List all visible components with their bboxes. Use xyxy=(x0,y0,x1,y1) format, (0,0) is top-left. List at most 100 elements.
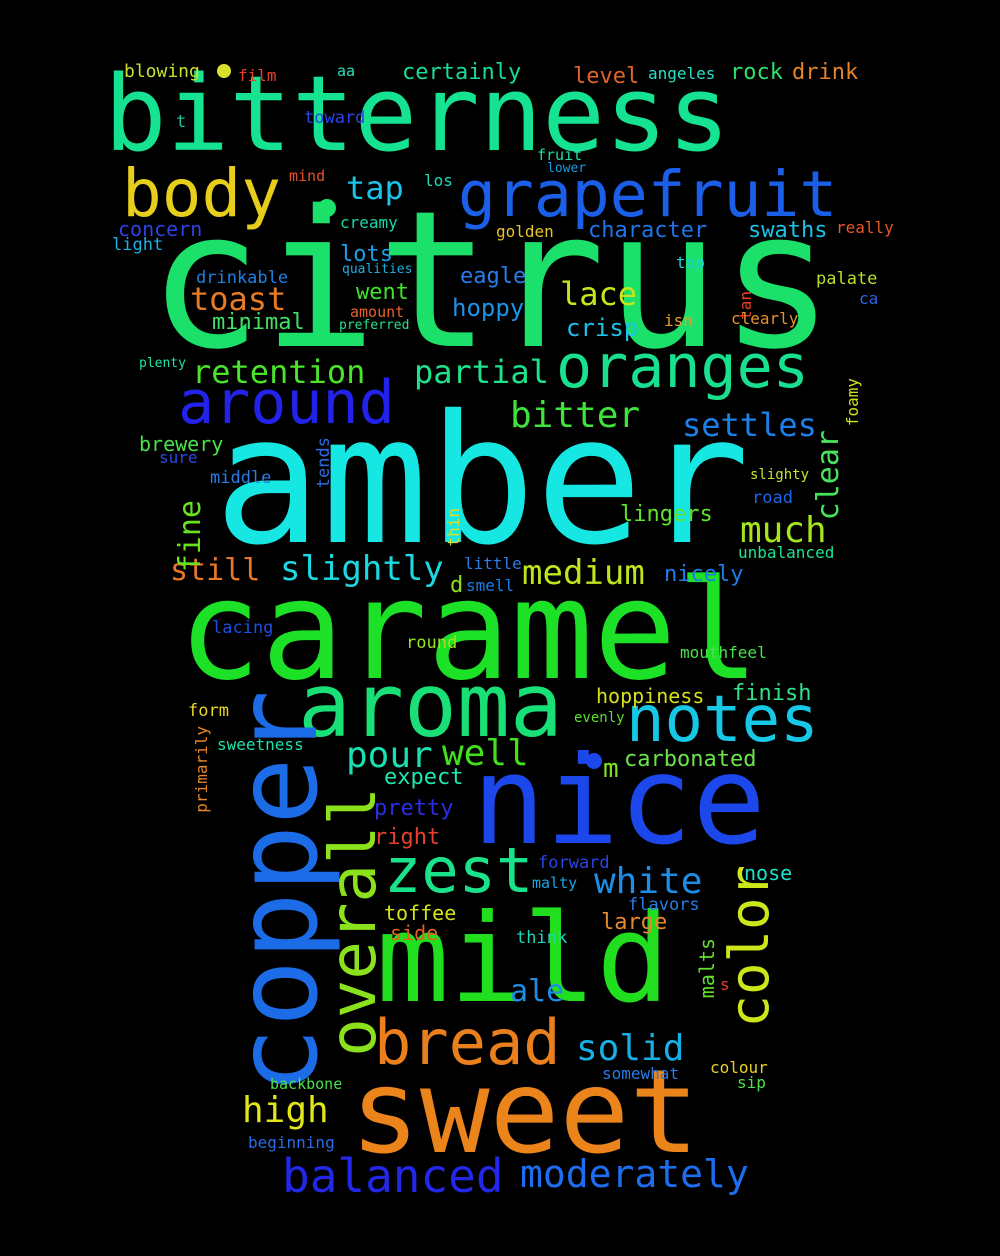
dot-mark xyxy=(217,64,231,78)
cloud-word-little: little xyxy=(464,554,522,573)
cloud-word-palate: palate xyxy=(816,269,878,289)
cloud-word-beginning: beginning xyxy=(248,1133,335,1152)
cloud-word-aroma: aroma xyxy=(298,654,563,757)
cloud-word-eagle: eagle xyxy=(460,264,527,289)
cloud-word-think: think xyxy=(516,928,568,948)
cloud-word-minimal: minimal xyxy=(212,310,305,335)
cloud-word-caramel: caramel xyxy=(178,550,760,711)
cloud-word-s: s xyxy=(720,975,730,994)
cloud-word-high: high xyxy=(242,1090,329,1131)
cloud-word-light: light xyxy=(112,235,164,255)
cloud-word-malts: malts xyxy=(695,938,719,999)
cloud-word-ale: ale xyxy=(510,974,565,1009)
dot-mark xyxy=(318,199,336,217)
cloud-word-primarily: primarily xyxy=(192,726,211,813)
cloud-word-lots: lots xyxy=(340,242,393,267)
cloud-word-somewhat: somewhat xyxy=(602,1064,680,1083)
cloud-word-toward: toward xyxy=(304,108,366,128)
cloud-word-partial: partial xyxy=(414,353,549,391)
cloud-word-pour: pour xyxy=(346,735,433,776)
cloud-word-certainly: certainly xyxy=(402,60,522,85)
cloud-word-nice: nice xyxy=(472,730,766,872)
cloud-word-right: right xyxy=(374,825,441,850)
cloud-word-around: around xyxy=(178,368,395,438)
cloud-word-drink: drink xyxy=(792,60,859,85)
cloud-word-toast: toast xyxy=(190,280,287,318)
cloud-word-amount: amount xyxy=(350,303,405,321)
cloud-word-plenty: plenty xyxy=(139,356,186,371)
cloud-word-pretty: pretty xyxy=(374,796,454,821)
cloud-word-road: road xyxy=(752,488,793,508)
cloud-word-fruit: fruit xyxy=(537,146,583,164)
cloud-word-nose: nose xyxy=(744,861,793,885)
cloud-word-white: white xyxy=(594,861,703,902)
cloud-word-finish: finish xyxy=(732,681,812,706)
cloud-word-large: large xyxy=(601,910,668,935)
cloud-word-grapefruit: grapefruit xyxy=(458,158,838,231)
cloud-word-slightly: slightly xyxy=(280,549,444,589)
cloud-word-lace: lace xyxy=(560,275,638,313)
cloud-word-lingers: lingers xyxy=(620,502,713,527)
cloud-word-tends: tends xyxy=(314,437,334,489)
cloud-word-crisp: crisp xyxy=(566,314,639,342)
cloud-word-side: side xyxy=(390,921,439,945)
cloud-word-much: much xyxy=(740,510,827,551)
cloud-word-hoppy: hoppy xyxy=(452,294,525,322)
cloud-word-t: t xyxy=(176,112,187,132)
cloud-word-mild: mild xyxy=(376,888,670,1030)
cloud-word-foamy: foamy xyxy=(843,378,862,427)
cloud-word-lacing: lacing xyxy=(212,618,274,638)
cloud-word-concern: concern xyxy=(118,217,203,241)
cloud-word-angeles: angeles xyxy=(648,64,716,83)
cloud-word-los: los xyxy=(424,171,453,190)
cloud-word-balanced: balanced xyxy=(282,1149,504,1203)
cloud-word-level: level xyxy=(573,64,640,89)
cloud-word-top: top xyxy=(676,253,705,272)
cloud-word-fine: fine xyxy=(173,500,208,573)
cloud-word-aa: aa xyxy=(337,62,356,80)
cloud-word-swaths: swaths xyxy=(748,218,828,243)
cloud-word-settles: settles xyxy=(682,406,817,444)
cloud-word-brewery: brewery xyxy=(139,432,224,456)
cloud-word-isn: isn xyxy=(664,311,693,330)
cloud-word-mind: mind xyxy=(289,167,326,185)
cloud-word-toffee: toffee xyxy=(384,901,457,925)
cloud-word-amber: amber xyxy=(214,377,750,584)
cloud-word-sweetness: sweetness xyxy=(217,735,304,754)
cloud-word-backbone: backbone xyxy=(270,1075,343,1093)
dot-mark xyxy=(586,753,602,769)
cloud-word-clear: clear xyxy=(811,430,846,521)
cloud-word-slighty: slighty xyxy=(750,467,810,483)
cloud-word-bread: bread xyxy=(374,1006,561,1079)
cloud-word-color: color xyxy=(718,865,781,1028)
cloud-word-clearly: clearly xyxy=(731,309,799,328)
cloud-word-retention: retention xyxy=(192,353,366,391)
cloud-word-forward: forward xyxy=(538,853,610,873)
cloud-word-well: well xyxy=(442,733,529,774)
cloud-word-body: body xyxy=(122,155,281,232)
cloud-word-form: form xyxy=(188,701,229,721)
cloud-word-zest: zest xyxy=(384,834,534,907)
cloud-word-golden: golden xyxy=(496,222,554,241)
cloud-word-sure: sure xyxy=(159,448,198,467)
cloud-word-tap: tap xyxy=(346,169,404,207)
cloud-word-medium: medium xyxy=(522,553,645,593)
cloud-word-expect: expect xyxy=(384,765,464,790)
cloud-word-blowing: blowing xyxy=(124,61,200,82)
cloud-word-unbalanced: unbalanced xyxy=(738,543,835,562)
cloud-word-qualities: qualities xyxy=(342,262,413,277)
cloud-word-middle: middle xyxy=(210,468,272,488)
cloud-word-bitterness: bitterness xyxy=(104,53,731,175)
cloud-word-citrus: citrus xyxy=(148,170,835,391)
cloud-word-really: really xyxy=(836,218,894,237)
cloud-word-carbonated: carbonated xyxy=(624,747,757,772)
cloud-word-smell: smell xyxy=(466,576,515,595)
cloud-word-solid: solid xyxy=(576,1028,685,1069)
cloud-word-round: round xyxy=(406,633,458,653)
cloud-word-hoppiness: hoppiness xyxy=(596,684,705,708)
cloud-word-oranges: oranges xyxy=(556,332,809,402)
cloud-word-m: m xyxy=(603,754,619,784)
cloud-word-lower: lower xyxy=(547,161,587,176)
cloud-word-still: still xyxy=(170,553,261,588)
